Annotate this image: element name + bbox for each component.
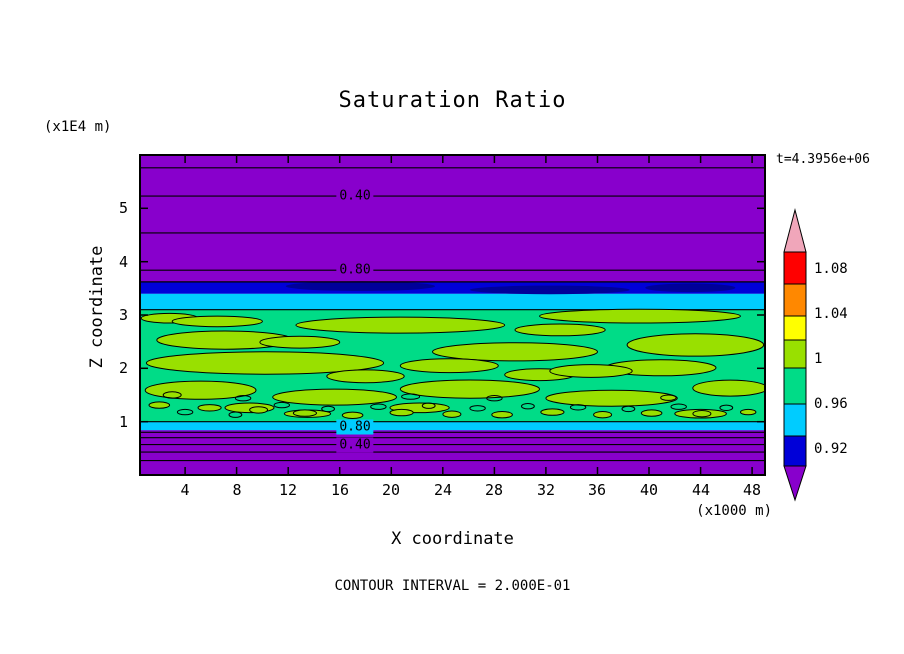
x-tick-label: 24: [433, 481, 453, 499]
x-tick-label: 20: [381, 481, 401, 499]
x-tick-label: 4: [180, 481, 190, 499]
z-tick-label: 4: [118, 253, 128, 271]
contour-label: 0.40: [336, 437, 374, 453]
colorbar-tick-label: 0.96: [814, 396, 848, 412]
colorbar-tick-label: 1: [814, 351, 823, 367]
z-tick-label: 5: [118, 199, 128, 217]
x-tick-label: 12: [278, 481, 298, 499]
colorbar-tick-label: 1.04: [814, 306, 848, 322]
x-axis-units-label: (x1000 m): [696, 503, 772, 519]
y-axis-units-label: (x1E4 m): [44, 119, 112, 135]
contour-label: 0.80: [336, 419, 374, 435]
x-tick-label: 28: [484, 481, 504, 499]
z-tick-label: 3: [118, 306, 128, 324]
x-tick-label: 8: [232, 481, 242, 499]
contour-label: 0.80: [336, 262, 374, 278]
x-tick-label: 16: [330, 481, 350, 499]
x-axis-title: X coordinate: [391, 529, 514, 549]
z-tick-label: 2: [118, 359, 128, 377]
colorbar-tick-label: 1.08: [814, 261, 848, 277]
x-tick-label: 48: [742, 481, 762, 499]
x-tick-label: 32: [536, 481, 556, 499]
contour-label: 0.40: [336, 188, 374, 204]
x-tick-label: 40: [639, 481, 659, 499]
colorbar-tick-label: 0.92: [814, 441, 848, 457]
timestamp-label: t=4.3956e+06: [776, 152, 870, 167]
chart-title: Saturation Ratio: [338, 88, 567, 113]
z-tick-label: 1: [118, 413, 128, 431]
x-tick-label: 36: [587, 481, 607, 499]
x-tick-label: 44: [691, 481, 711, 499]
contour-interval-note: CONTOUR INTERVAL = 2.000E-01: [334, 578, 571, 594]
